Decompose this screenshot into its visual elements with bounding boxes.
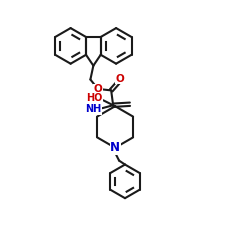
Text: O: O bbox=[116, 74, 124, 84]
Text: O: O bbox=[94, 84, 103, 94]
Text: NH: NH bbox=[85, 104, 102, 114]
Text: HO: HO bbox=[86, 93, 102, 103]
Text: N: N bbox=[110, 141, 120, 154]
